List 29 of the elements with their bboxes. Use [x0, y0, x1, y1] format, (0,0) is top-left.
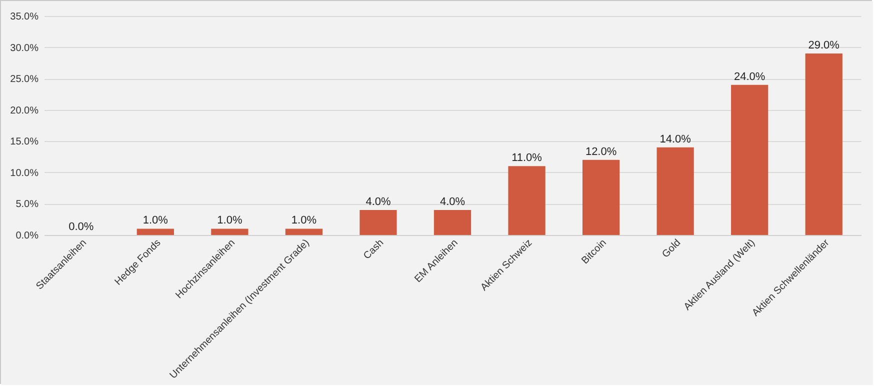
y-tick-label: 10.0%	[10, 168, 39, 179]
bar	[360, 210, 397, 235]
data-label: 4.0%	[440, 196, 466, 208]
data-label: 11.0%	[512, 152, 542, 164]
y-tick-label: 15.0%	[10, 136, 39, 148]
bar	[656, 147, 694, 235]
data-label: 24.0%	[734, 70, 766, 83]
y-tick-label: 25.0%	[10, 74, 39, 86]
data-label: 1.0%	[217, 214, 242, 227]
bar	[731, 84, 768, 235]
y-tick-label: 0.0%	[16, 230, 39, 242]
bar	[805, 54, 842, 235]
bar	[285, 228, 323, 235]
y-tick-label: 30.0%	[10, 42, 39, 54]
data-label: 0.0%	[68, 221, 94, 233]
data-label: 12.0%	[585, 146, 617, 158]
data-label: 4.0%	[366, 196, 391, 208]
data-label: 14.0%	[660, 133, 692, 146]
bar	[508, 166, 546, 235]
bar	[582, 160, 620, 235]
bar	[211, 228, 248, 235]
y-tick-label: 35.0%	[10, 12, 39, 22]
bar	[434, 210, 472, 235]
y-tick-label: 20.0%	[10, 105, 39, 116]
data-label: 1.0%	[142, 214, 168, 227]
data-label: 29.0%	[808, 40, 840, 52]
data-label: 1.0%	[291, 214, 317, 227]
bar	[136, 228, 174, 235]
y-tick-label: 5.0%	[16, 199, 39, 210]
